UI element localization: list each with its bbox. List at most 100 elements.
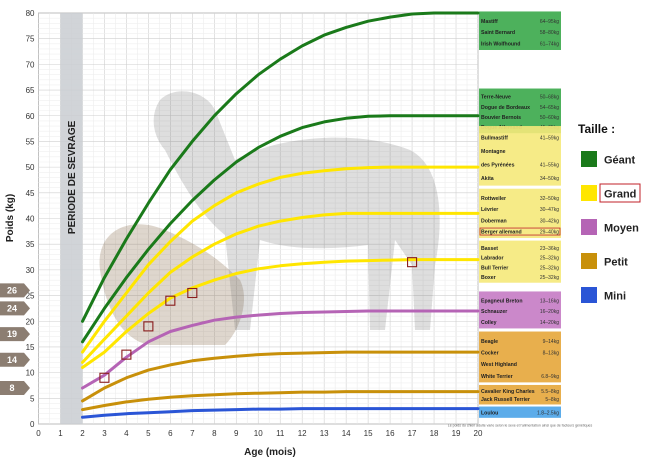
- breed-name: Boxer: [481, 275, 496, 281]
- breed-name: Colley: [481, 320, 497, 326]
- x-tick-label: 0: [36, 429, 41, 438]
- breed-name: Bouvier Bernois: [481, 115, 521, 121]
- growth-curves: [81, 11, 480, 419]
- breed-weight-range: 61–74kg: [540, 41, 559, 47]
- breed-weight-range: 23–36kg: [540, 246, 559, 252]
- breed-group-box: [479, 88, 561, 134]
- breed-group-box: [479, 240, 561, 283]
- weaning-band-label: PERIODE DE SEVRAGE: [67, 120, 78, 234]
- breed-name: Rottweiler: [481, 196, 506, 202]
- breed-weight-range: 34–50kg: [540, 176, 559, 182]
- breed-weight-range: 5–8kg: [545, 397, 559, 403]
- x-tick-label: 8: [212, 429, 217, 438]
- y-tick-label: 55: [26, 137, 35, 146]
- breed-weight-range: 41–59kg: [540, 136, 559, 142]
- legend-label: Petit: [604, 257, 628, 269]
- weight-tag-label: 26: [7, 285, 17, 295]
- legend-swatch: [581, 287, 597, 303]
- breed-group-box: [479, 291, 561, 329]
- breed-name: Jack Russell Terrier: [481, 397, 530, 403]
- x-tick-label: 13: [320, 429, 329, 438]
- breed-name: Lévrier: [481, 207, 498, 213]
- breed-name: Akita: [481, 176, 494, 182]
- breed-name: Irish Wolfhound: [481, 41, 520, 47]
- breed-group-box: [479, 406, 561, 418]
- y-tick-label: 80: [26, 9, 35, 18]
- breed-weight-range: 25–32kg: [540, 256, 559, 262]
- dog-silhouette-puppy: [99, 224, 245, 345]
- breed-weight-range: 41–55kg: [540, 163, 559, 169]
- x-tick-label: 20: [474, 429, 483, 438]
- breed-group-box: [479, 11, 561, 50]
- growth-curve: [81, 211, 480, 364]
- breed-name: Dogue de Bordeaux: [481, 105, 530, 111]
- age-marker: [187, 287, 198, 299]
- breed-name: Schnauzer: [481, 309, 507, 315]
- breed-weight-range: 50–68kg: [540, 95, 559, 101]
- age-marker: [165, 295, 176, 306]
- weight-tag: [0, 301, 30, 316]
- breed-name: Cocker: [481, 351, 499, 357]
- age-markers: [99, 257, 418, 383]
- growth-curve: [81, 114, 480, 344]
- legend-highlight: [599, 183, 641, 203]
- y-tick-label: 10: [26, 369, 35, 378]
- footnote: Le poids du chien adulte varie selon le …: [448, 424, 593, 428]
- breed-weight-range: 58–80kg: [540, 30, 559, 36]
- legend: Taille : Géant Grand Moyen Petit Mini: [578, 122, 641, 303]
- breed-name: White Terrier: [481, 374, 513, 380]
- breed-group-box: [479, 126, 561, 186]
- breed-weight-range: 25–32kg: [540, 265, 559, 271]
- breed-boxes: Mastiff 64–95kg Saint Bernard 58–80kg Irish …: [479, 11, 561, 418]
- y-tick-label: 40: [26, 215, 35, 224]
- breed-group-box: [479, 188, 561, 239]
- breed-name: Montagne: [481, 149, 506, 155]
- breed-name: Bull Terrier: [481, 265, 508, 271]
- x-tick-label: 17: [408, 429, 417, 438]
- growth-curve: [81, 350, 480, 403]
- legend-swatch: [581, 185, 597, 201]
- y-tick-label: 65: [26, 86, 35, 95]
- x-tick-label: 11: [276, 429, 285, 438]
- age-marker: [143, 321, 154, 332]
- legend-swatch: [581, 253, 597, 269]
- x-tick-label: 10: [254, 429, 263, 438]
- weight-tags: 26 24 19 14 8: [0, 283, 30, 396]
- x-tick-label: 19: [452, 429, 461, 438]
- weight-tag-label: 8: [9, 383, 14, 393]
- x-tick-label: 9: [234, 429, 239, 438]
- breed-weight-range: 14–20kg: [540, 320, 559, 326]
- breed-name: Basset: [481, 246, 498, 252]
- breed-weight-range: 30–47kg: [540, 207, 559, 213]
- breed-name: Beagle: [481, 339, 498, 345]
- breed-group-box: [479, 331, 561, 383]
- breed-name: des Pyrénées: [481, 163, 515, 169]
- x-tick-label: 16: [386, 429, 395, 438]
- breed-name: Mastiff: [481, 19, 498, 25]
- breed-weight-range: 50–60kg: [540, 115, 559, 121]
- breed-weight-range: 54–65kg: [540, 105, 559, 111]
- axes: 0 1 2 3 4 5 6 7 8 9 10 11 12 13 14 15 16 17 18 19 2005101520…: [26, 9, 593, 438]
- legend-label: Géant: [604, 155, 636, 167]
- x-axis-title: Age (mois): [244, 447, 296, 458]
- weight-tag-label: 19: [7, 329, 17, 339]
- breed-weight-range: 8–13kg: [543, 351, 560, 357]
- y-tick-label: 30: [26, 266, 35, 275]
- breed-name: Cavalier King Charles: [481, 389, 535, 395]
- breed-name: Epagneul Breton: [481, 298, 523, 304]
- y-tick-label: 70: [26, 60, 35, 69]
- dog-photo: [99, 91, 440, 345]
- breed-weight-range: 1.8–2.5kg: [537, 411, 559, 417]
- growth-curve: [81, 390, 480, 412]
- weight-tag-label: 24: [7, 303, 17, 313]
- breed-weight-range: 16–20kg: [540, 309, 559, 315]
- breed-weight-range: 13–16kg: [540, 298, 559, 304]
- y-tick-label: 45: [26, 189, 35, 198]
- x-tick-label: 3: [102, 429, 107, 438]
- breed-weight-range: 5.5–8kg: [541, 389, 559, 395]
- breed-name: Bullmastiff: [481, 136, 508, 142]
- y-tick-label: 60: [26, 112, 35, 121]
- age-marker: [121, 349, 132, 360]
- weight-tag: [0, 381, 30, 396]
